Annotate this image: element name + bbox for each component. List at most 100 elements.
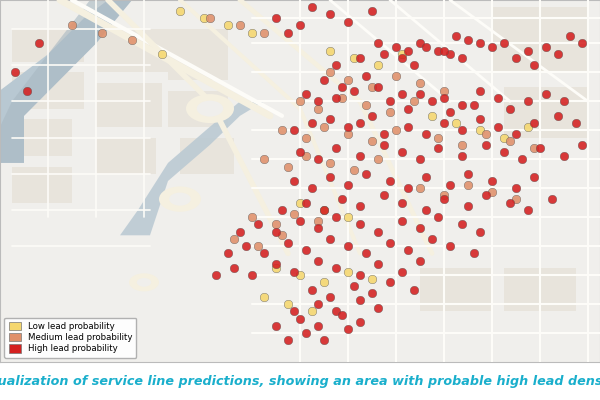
Point bbox=[379, 192, 389, 199]
Point bbox=[211, 272, 221, 278]
Point bbox=[499, 134, 509, 141]
Point bbox=[313, 218, 323, 224]
Point bbox=[457, 102, 467, 108]
Point bbox=[403, 48, 413, 54]
Point bbox=[571, 120, 581, 126]
Point bbox=[259, 250, 269, 257]
Point bbox=[427, 113, 437, 119]
Point bbox=[223, 22, 233, 28]
Point bbox=[277, 127, 287, 134]
Point bbox=[409, 286, 419, 293]
Point bbox=[307, 185, 317, 192]
Point bbox=[421, 207, 431, 213]
Point bbox=[415, 91, 425, 97]
Point bbox=[301, 200, 311, 206]
Point bbox=[319, 76, 329, 83]
Point bbox=[397, 200, 407, 206]
Point bbox=[307, 4, 317, 10]
Point bbox=[223, 250, 233, 257]
Point bbox=[313, 106, 323, 112]
Point bbox=[439, 196, 449, 202]
Point bbox=[385, 279, 395, 286]
Point bbox=[301, 330, 311, 336]
Point bbox=[235, 22, 245, 28]
Point bbox=[463, 37, 473, 43]
Point bbox=[319, 124, 329, 130]
Point bbox=[337, 94, 347, 101]
Point bbox=[319, 207, 329, 213]
Point bbox=[325, 294, 335, 300]
Point bbox=[301, 152, 311, 159]
Point bbox=[457, 152, 467, 159]
Point bbox=[271, 322, 281, 329]
Point bbox=[529, 120, 539, 126]
Point bbox=[373, 40, 383, 47]
Circle shape bbox=[169, 192, 191, 206]
Point bbox=[469, 250, 479, 257]
Point bbox=[325, 116, 335, 123]
Bar bbox=[180, 138, 234, 174]
Point bbox=[451, 33, 461, 39]
Point bbox=[487, 189, 497, 195]
Point bbox=[361, 73, 371, 79]
Point bbox=[343, 18, 353, 25]
Point bbox=[325, 69, 335, 76]
Point bbox=[487, 178, 497, 184]
Point bbox=[481, 142, 491, 148]
Point bbox=[361, 170, 371, 177]
Point bbox=[403, 185, 413, 192]
Point bbox=[373, 304, 383, 311]
Point bbox=[523, 48, 533, 54]
Point bbox=[313, 258, 323, 264]
Point bbox=[391, 44, 401, 50]
Point bbox=[445, 51, 455, 58]
Point bbox=[331, 94, 341, 101]
Text: Visualization of service line predictions, showing an area with probable high le: Visualization of service line prediction… bbox=[0, 376, 600, 388]
Point bbox=[493, 94, 503, 101]
Point bbox=[463, 203, 473, 210]
Point bbox=[373, 84, 383, 90]
Point bbox=[457, 55, 467, 61]
Point bbox=[355, 152, 365, 159]
Point bbox=[511, 55, 521, 61]
Point bbox=[415, 80, 425, 86]
Point bbox=[22, 87, 32, 94]
Point bbox=[409, 98, 419, 104]
Point bbox=[517, 156, 527, 162]
Point bbox=[445, 243, 455, 249]
Point bbox=[457, 127, 467, 134]
Circle shape bbox=[137, 278, 151, 287]
Point bbox=[445, 182, 455, 188]
Point bbox=[499, 40, 509, 47]
Point bbox=[439, 192, 449, 199]
Point bbox=[523, 124, 533, 130]
Point bbox=[577, 142, 587, 148]
Point bbox=[511, 131, 521, 137]
Point bbox=[247, 214, 257, 220]
Point bbox=[355, 221, 365, 228]
Point bbox=[439, 94, 449, 101]
Point bbox=[331, 62, 341, 68]
Point bbox=[481, 131, 491, 137]
Point bbox=[475, 127, 485, 134]
Point bbox=[433, 214, 443, 220]
Point bbox=[307, 120, 317, 126]
Point bbox=[313, 225, 323, 231]
Point bbox=[361, 102, 371, 108]
Point bbox=[385, 98, 395, 104]
Point bbox=[325, 174, 335, 180]
Point bbox=[67, 22, 77, 28]
Bar bbox=[12, 72, 84, 109]
Point bbox=[307, 308, 317, 314]
Point bbox=[499, 149, 509, 155]
Point bbox=[445, 109, 455, 116]
Point bbox=[373, 228, 383, 235]
Point bbox=[439, 120, 449, 126]
Circle shape bbox=[129, 273, 159, 292]
Point bbox=[493, 124, 503, 130]
Point bbox=[505, 138, 515, 144]
Point bbox=[385, 239, 395, 246]
Point bbox=[505, 200, 515, 206]
Point bbox=[397, 149, 407, 155]
Point bbox=[301, 134, 311, 141]
